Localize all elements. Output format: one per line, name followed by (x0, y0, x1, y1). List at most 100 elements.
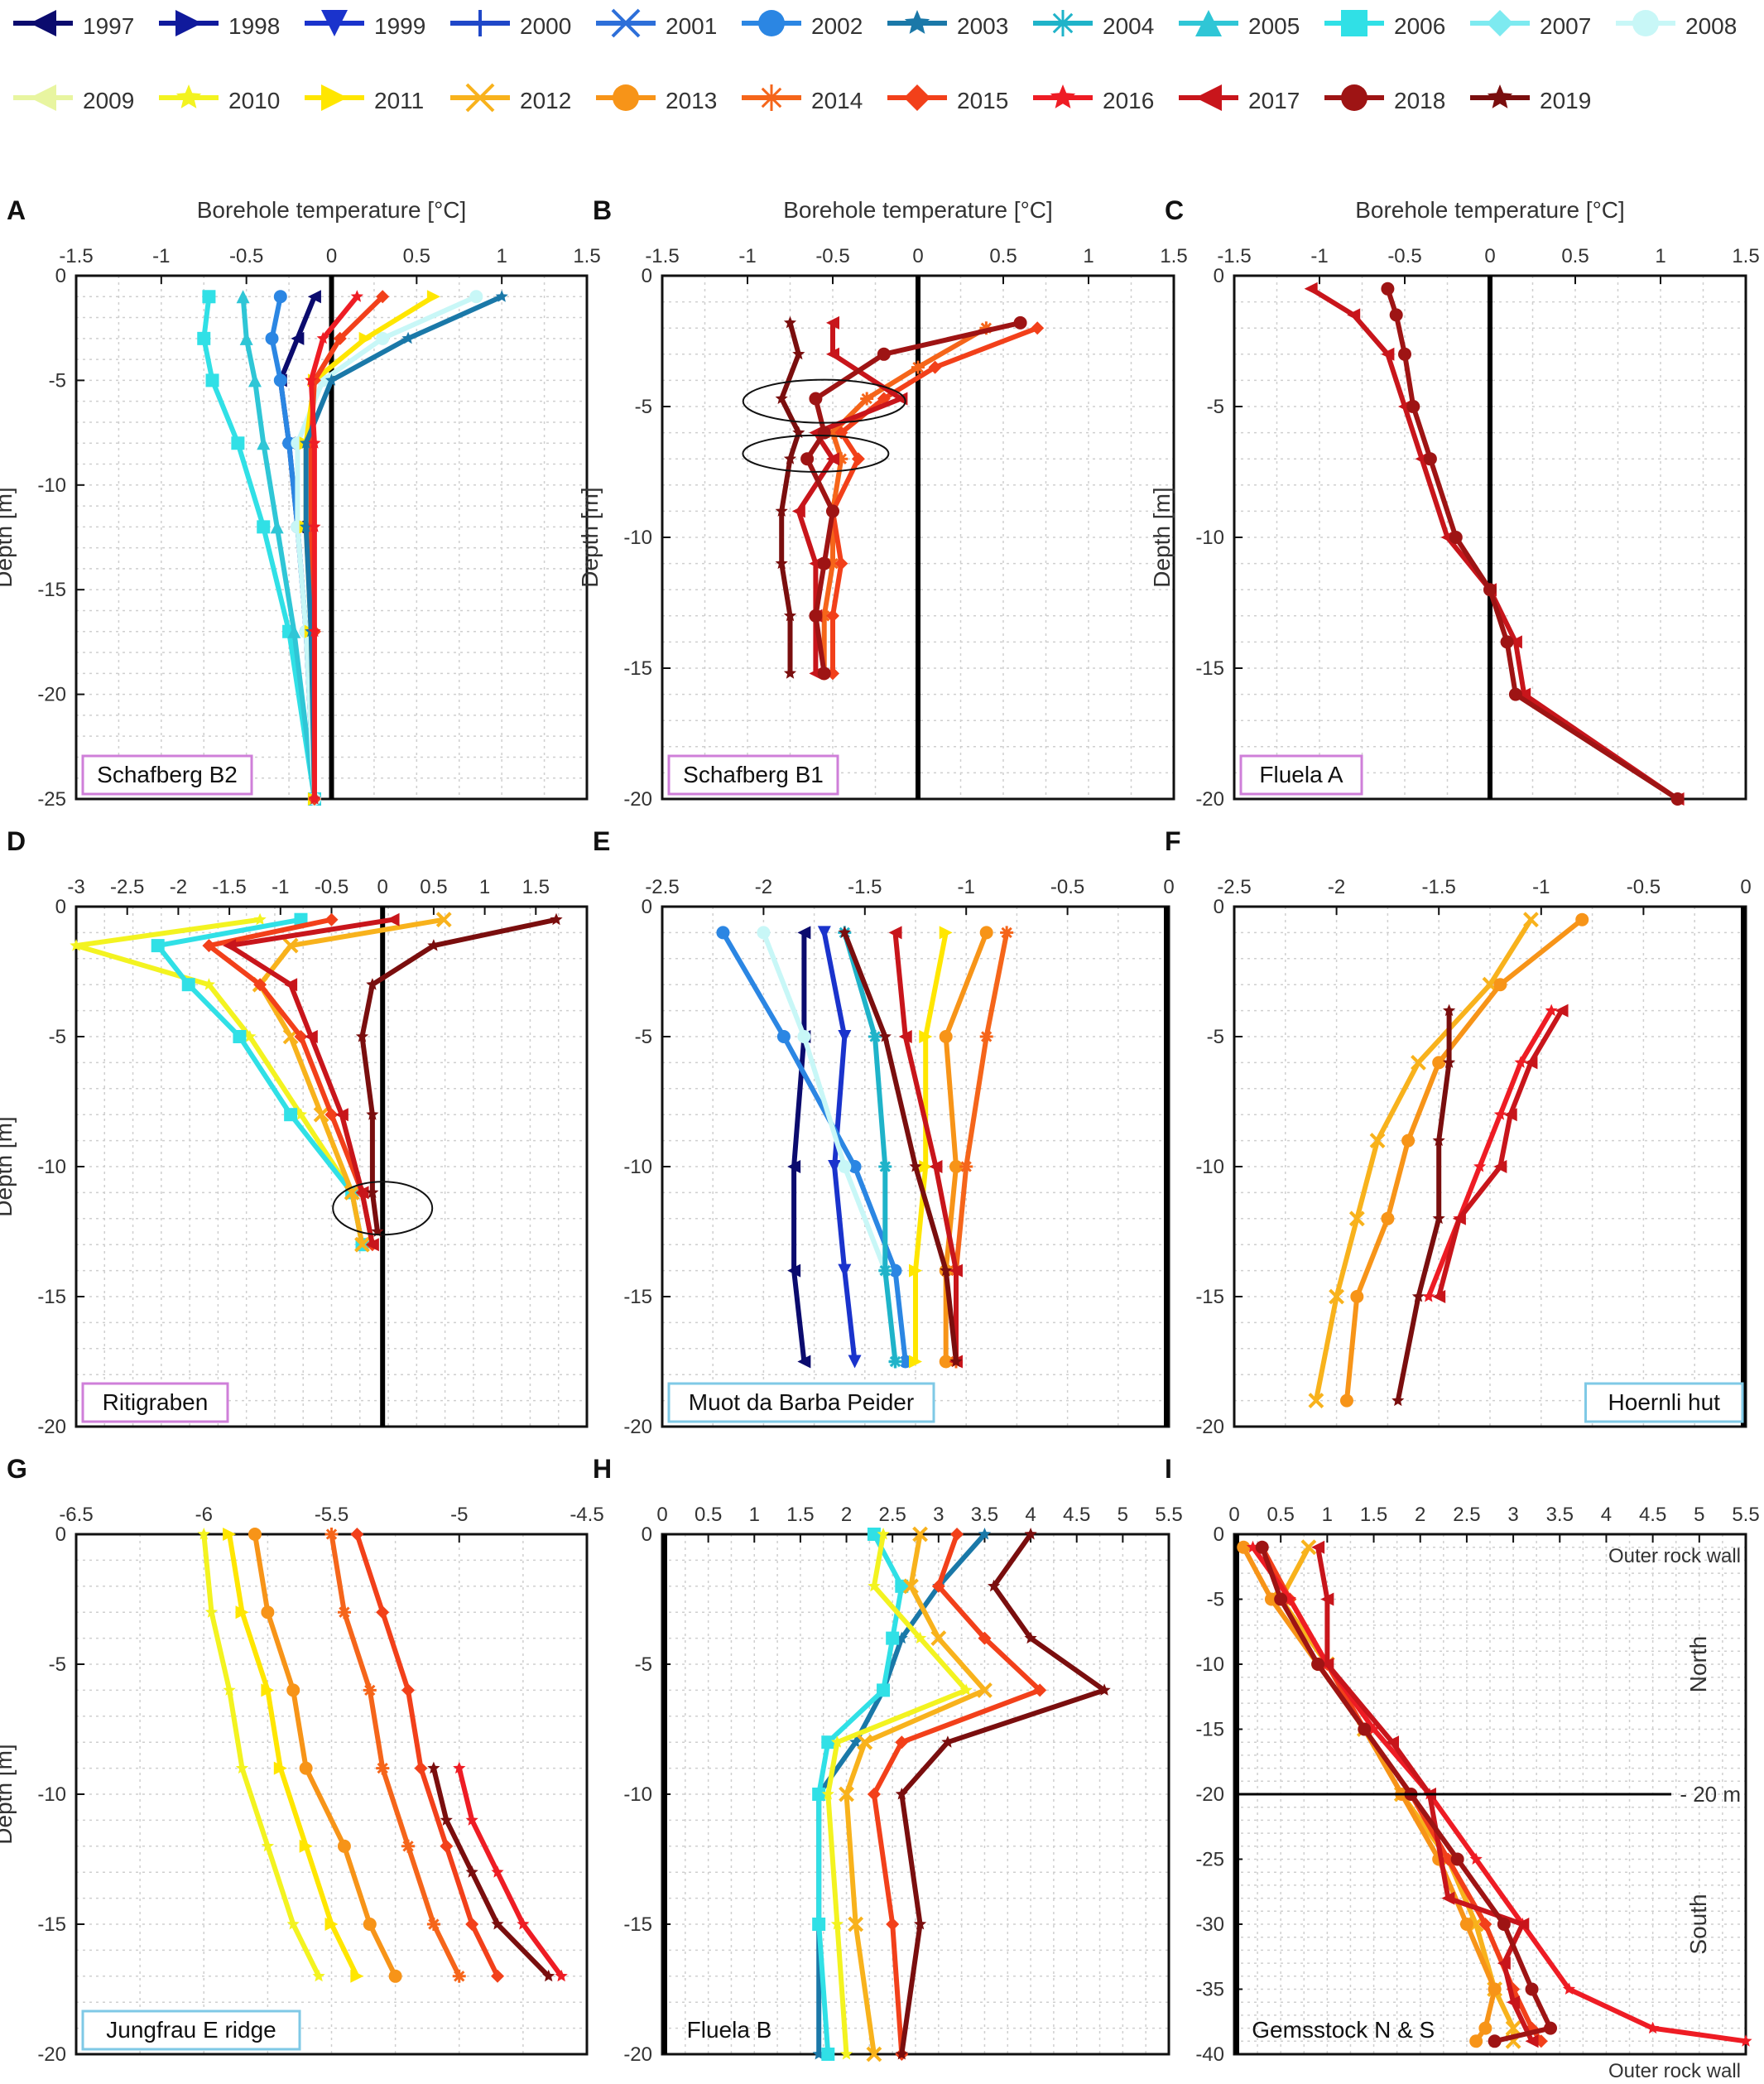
y-tick-label: 0 (642, 265, 652, 287)
series-2008 (757, 926, 902, 1369)
site-label-box (81, 1382, 229, 1423)
data-point (949, 1355, 963, 1367)
data-point (223, 1683, 236, 1696)
panel-a: A Borehole temperature [°C] Depth [m] -1.5 -… (0, 195, 601, 811)
x-tick-label: 1 (496, 245, 507, 267)
data-point (350, 1969, 364, 1983)
data-point (817, 556, 831, 570)
data-point (888, 926, 902, 940)
data-point (300, 520, 313, 532)
legend-label: 2003 (957, 13, 1009, 39)
y-tick-label: 0 (642, 1523, 652, 1546)
data-point (555, 1969, 568, 1982)
series-line (1278, 1546, 1516, 2042)
data-point (299, 1761, 313, 1775)
legend-swatch (887, 10, 947, 34)
y-tick-label: -20 (623, 1416, 652, 1438)
data-point (181, 978, 195, 992)
x-tick-label: -1.5 (1422, 876, 1456, 898)
data-point (1514, 1056, 1527, 1068)
data-point (839, 1786, 854, 1802)
data-point (304, 1030, 318, 1043)
legend-label: 2018 (1394, 88, 1446, 113)
data-point (324, 912, 339, 926)
series-line (430, 1767, 550, 1978)
panel-letter: A (7, 195, 26, 225)
panel-f: F -2.5 -2 -1.5 -1 -0.5 0 0 -5 -10 -15 -20 Hoernli hu… (1165, 826, 1752, 1438)
series-line (871, 1533, 1043, 2055)
data-point (1031, 321, 1045, 335)
data-point (235, 1761, 249, 1774)
data-point (812, 1788, 826, 1801)
data-point (1432, 1133, 1445, 1147)
legend-swatch (13, 10, 73, 36)
data-point (914, 1631, 927, 1644)
data-point (334, 1108, 348, 1122)
series-2017 (1432, 1003, 1569, 1303)
y-tick-label: -10 (37, 1783, 66, 1806)
y-tick-label: -10 (623, 527, 652, 549)
legend-swatch (596, 8, 656, 38)
data-point (848, 1355, 862, 1369)
legend-item-2010: 2010 (156, 81, 296, 114)
data-point (834, 556, 848, 570)
x-tick-label: 1 (1322, 1504, 1333, 1526)
legend-label: 2012 (520, 88, 572, 113)
series-2012 (1308, 912, 1539, 1409)
x-tick-label: -6.5 (59, 1504, 93, 1526)
data-point (282, 937, 299, 954)
data-point (1423, 452, 1437, 466)
series-line (1395, 1010, 1452, 1402)
data-point (1483, 583, 1497, 597)
data-point (202, 939, 216, 953)
data-point (312, 1969, 325, 1982)
y-tick-label: -5 (49, 1653, 66, 1676)
legend-swatch (450, 10, 510, 36)
data-point (1422, 1290, 1435, 1302)
data-point (792, 347, 805, 360)
data-point (1381, 282, 1395, 296)
data-point (294, 1030, 308, 1043)
data-point (839, 2048, 853, 2060)
series-2016 (453, 1761, 568, 1982)
x-tick-label: 0.5 (1267, 1504, 1294, 1526)
x-tick-label: 0 (377, 876, 388, 898)
data-point (1398, 347, 1411, 361)
legend-label: 1999 (374, 13, 426, 39)
data-point (911, 360, 925, 374)
data-point (1013, 315, 1027, 330)
y-tick-label: 0 (55, 265, 66, 287)
data-point (868, 1030, 882, 1043)
data-point (929, 1160, 943, 1173)
legend-swatch (1179, 84, 1238, 111)
data-point (286, 1918, 300, 1930)
data-point (776, 1030, 791, 1043)
data-point (1304, 282, 1318, 296)
site-label: Fluela A (1259, 762, 1343, 787)
data-point (435, 912, 452, 928)
y-axis-title: Depth [m] (0, 1116, 17, 1216)
series-2014 (949, 926, 1014, 1369)
data-point (1505, 2020, 1521, 2037)
x-tick-label: 4 (1601, 1504, 1612, 1526)
data-point (830, 1918, 844, 1930)
series-2012 (839, 1526, 993, 2062)
legend-label: 2015 (957, 88, 1009, 113)
x-tick-label: -2.5 (1217, 876, 1251, 898)
data-point (949, 1160, 963, 1173)
x-axis-title: Borehole temperature [°C] (783, 197, 1053, 223)
y-tick-label: -20 (623, 788, 652, 811)
site-label: Gemsstock N & S (1252, 2017, 1435, 2043)
panel-letter: D (7, 826, 26, 856)
data-point (426, 290, 440, 304)
data-point (1493, 1160, 1507, 1173)
data-point (324, 1918, 339, 1931)
y-tick-label: -20 (37, 2043, 66, 2066)
x-tick-label: 0 (1484, 245, 1495, 267)
data-point (775, 504, 788, 517)
legend-item-2012: 2012 (447, 81, 588, 114)
series-2017 (791, 315, 908, 681)
data-point (366, 1108, 379, 1120)
highlight-ellipse (742, 378, 906, 424)
